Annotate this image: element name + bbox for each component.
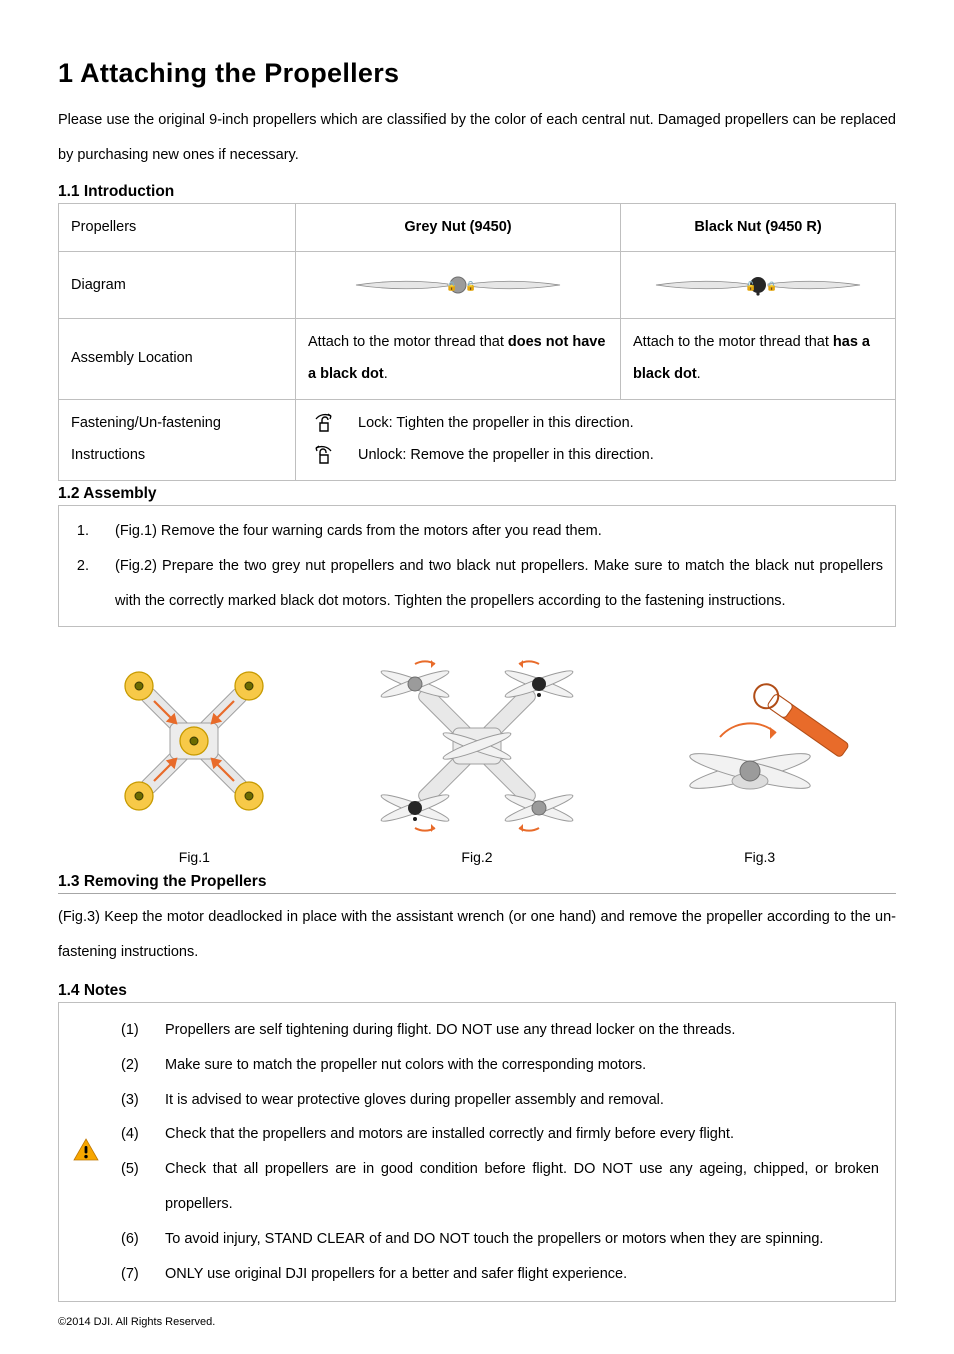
assy-grey-a: Attach to the motor thread that: [308, 334, 508, 350]
note-text-5: Check that all propellers are in good co…: [165, 1152, 879, 1222]
note-num-6: (6): [121, 1222, 147, 1257]
fig2-caption: Fig.2: [367, 849, 587, 865]
assy-black-c: .: [697, 366, 701, 382]
svg-text:🔒: 🔒: [766, 281, 777, 291]
figure-1: Fig.1: [94, 641, 294, 865]
note-num-5: (5): [121, 1152, 147, 1222]
note-num-7: (7): [121, 1257, 147, 1292]
th-grey-nut: Grey Nut (9450): [296, 203, 621, 252]
note-num-2: (2): [121, 1048, 147, 1083]
notes-list: (1) Propellers are self tightening during…: [121, 1013, 879, 1291]
fig1-caption: Fig.1: [94, 849, 294, 865]
figure-3: Fig.3: [660, 641, 860, 865]
assembly-box: (Fig.1) Remove the four warning cards fr…: [58, 505, 896, 627]
black-propeller-icon: 🔓 🔒: [648, 272, 868, 298]
note-text-7: ONLY use original DJI propellers for a b…: [165, 1257, 879, 1292]
figure-2: Fig.2: [367, 641, 587, 865]
page-title: 1 Attaching the Propellers: [58, 58, 896, 89]
note-num-3: (3): [121, 1083, 147, 1118]
unlock-text: Unlock: Remove the propeller in this dir…: [358, 440, 654, 472]
section-1-2-heading: 1.2 Assembly: [58, 485, 896, 506]
row-diagram-label: Diagram: [59, 252, 296, 319]
assembly-step-1: (Fig.1) Remove the four warning cards fr…: [93, 514, 883, 549]
fig3-caption: Fig.3: [660, 849, 860, 865]
assembly-grey: Attach to the motor thread that does not…: [296, 319, 621, 400]
lock-text: Lock: Tighten the propeller in this dire…: [358, 408, 634, 440]
section-1-3-text: (Fig.3) Keep the motor deadlocked in pla…: [58, 900, 896, 970]
section-1-4-heading: 1.4 Notes: [58, 982, 896, 1003]
warning-icon: [73, 1138, 101, 1166]
footer-copyright: ©2014 DJI. All Rights Reserved.: [58, 1316, 896, 1328]
note-text-6: To avoid injury, STAND CLEAR of and DO N…: [165, 1222, 879, 1257]
row-assembly-label: Assembly Location: [59, 319, 296, 400]
diagram-black: 🔓 🔒: [621, 252, 896, 319]
svg-text:🔓: 🔓: [465, 280, 476, 291]
th-propellers: Propellers: [59, 203, 296, 252]
note-num-4: (4): [121, 1117, 147, 1152]
lock-icon: [308, 412, 336, 436]
fastening-cell: Lock: Tighten the propeller in this dire…: [296, 400, 896, 481]
grey-propeller-icon: 🔒 🔓: [348, 272, 568, 298]
unlock-icon: [308, 444, 336, 468]
propeller-table: Propellers Grey Nut (9450) Black Nut (94…: [58, 203, 896, 481]
note-text-4: Check that the propellers and motors are…: [165, 1117, 879, 1152]
notes-box: (1) Propellers are self tightening during…: [58, 1002, 896, 1302]
intro-text: Please use the original 9-inch propeller…: [58, 103, 896, 173]
diagram-grey: 🔒 🔓: [296, 252, 621, 319]
section-1-3-heading: 1.3 Removing the Propellers: [58, 873, 896, 894]
note-num-1: (1): [121, 1013, 147, 1048]
assembly-step-2: (Fig.2) Prepare the two grey nut propell…: [93, 549, 883, 619]
note-text-1: Propellers are self tightening during fl…: [165, 1013, 879, 1048]
assembly-black: Attach to the motor thread that has a bl…: [621, 319, 896, 400]
svg-text:🔒: 🔒: [446, 281, 457, 291]
row-fastening-label: Fastening/Un-fastening Instructions: [59, 400, 296, 481]
th-black-nut: Black Nut (9450 R): [621, 203, 896, 252]
assy-grey-c: .: [384, 366, 388, 382]
assy-black-a: Attach to the motor thread that: [633, 334, 833, 350]
svg-text:🔓: 🔓: [745, 280, 756, 291]
figures-row: Fig.1: [58, 641, 896, 865]
note-text-2: Make sure to match the propeller nut col…: [165, 1048, 879, 1083]
note-text-3: It is advised to wear protective gloves …: [165, 1083, 879, 1118]
section-1-1-heading: 1.1 Introduction: [58, 183, 896, 204]
